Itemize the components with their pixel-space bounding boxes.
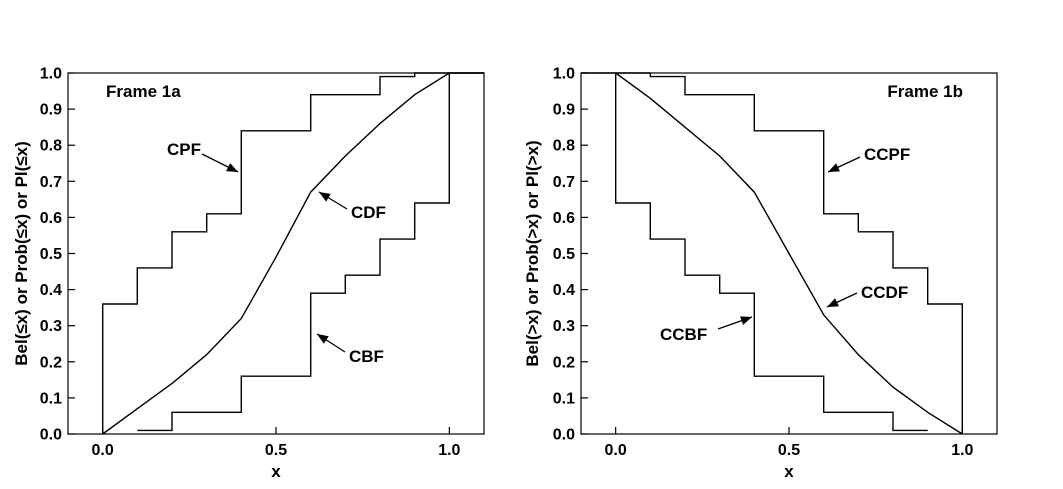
y-tick-label: 0.4 (553, 282, 575, 299)
x-axis-title: x (271, 462, 281, 481)
series-label-cdf: CDF (351, 203, 386, 222)
y-tick-label: 0.6 (40, 210, 62, 227)
y-tick-label: 0.7 (553, 174, 575, 191)
series-cpf (101, 72, 484, 434)
frame-label: Frame 1a (106, 82, 181, 101)
y-axis-title: Bel(≤x) or Prob(≤x) or Pl(≤x) (12, 141, 31, 365)
y-tick-label: 0.5 (40, 246, 62, 263)
plot-frame (67, 72, 485, 435)
series-cdf (102, 72, 450, 435)
y-tick-label: 0.9 (40, 102, 62, 119)
series-label-cbf: CBF (349, 347, 384, 366)
arrowhead (828, 163, 840, 172)
y-tick-label: 0.9 (553, 102, 575, 119)
y-tick-label: 1.0 (553, 66, 575, 83)
series-ccdf (615, 72, 963, 435)
series-ccbf (615, 73, 928, 432)
arrowhead (317, 334, 329, 344)
x-tick-label: 0.5 (778, 442, 800, 459)
x-tick-label: 1.0 (951, 442, 973, 459)
arrowhead (740, 316, 752, 325)
frame-label: Frame 1b (887, 82, 963, 101)
series-label-ccbf: CCBF (660, 325, 707, 344)
y-tick-label: 0.8 (553, 138, 575, 155)
x-axis-title: x (784, 462, 794, 481)
y-tick-label: 0.3 (553, 318, 575, 335)
y-tick-label: 0.3 (40, 318, 62, 335)
y-tick-label: 0.8 (40, 138, 62, 155)
y-tick-label: 0.5 (553, 246, 575, 263)
y-tick-label: 0.6 (553, 210, 575, 227)
y-tick-label: 0.4 (40, 282, 62, 299)
y-tick-label: 0.1 (553, 390, 575, 407)
x-tick-label: 0.0 (605, 442, 627, 459)
y-tick-label: 0.2 (553, 354, 575, 371)
x-tick-label: 1.0 (438, 442, 460, 459)
series-label-ccpf: CCPF (864, 145, 910, 164)
y-tick-label: 0.0 (40, 427, 62, 444)
y-tick-label: 1.0 (40, 66, 62, 83)
series-label-cpf: CPF (167, 140, 201, 159)
series-ccpf (581, 72, 963, 434)
y-axis-title: Bel(>x) or Prob(>x) or Pl(>x) (523, 140, 542, 366)
x-tick-label: 0.5 (265, 442, 287, 459)
series-label-ccdf: CCDF (861, 283, 908, 302)
y-tick-label: 0.1 (40, 390, 62, 407)
chart-1: 0.0 0.1 0.2 0.3 0.4 0.5 0.6 0.7 0.8 0.9 1.0 0.0 0.5 1… (12, 66, 485, 481)
y-tick-label: 0.2 (40, 354, 62, 371)
chart-2: 0.0 0.1 0.2 0.3 0.4 0.5 0.6 0.7 0.8 0.9 1.0 0.0 0.5 1… (523, 66, 998, 481)
x-tick-label: 0.0 (92, 442, 114, 459)
arrowhead (319, 192, 331, 202)
y-tick-label: 0.0 (553, 427, 575, 444)
series-cbf (137, 72, 484, 432)
arrowhead (827, 298, 839, 307)
y-tick-label: 0.7 (40, 174, 62, 191)
arrowhead (226, 163, 238, 172)
